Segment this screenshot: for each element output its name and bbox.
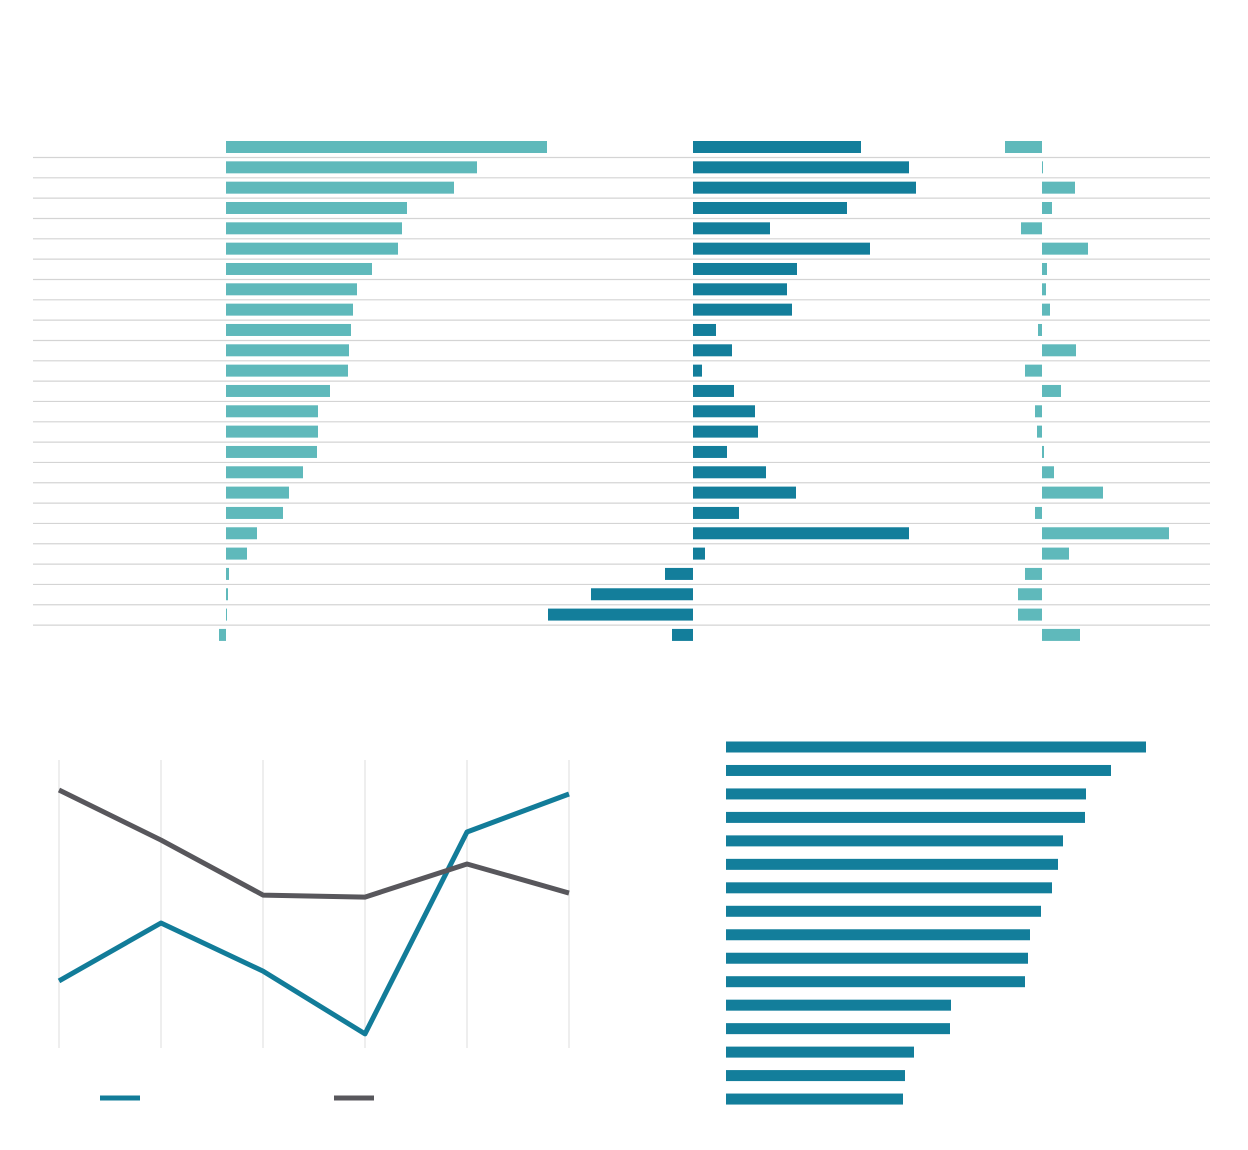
bar [1042,283,1046,296]
bar [1042,262,1047,275]
bar [693,344,732,357]
bar [1042,445,1044,458]
bar [1035,506,1042,519]
bar [226,262,372,275]
bar [726,882,1052,894]
bar [693,506,739,519]
bar [693,161,909,174]
line [57,791,570,1037]
bar [726,905,1041,917]
bar [1005,141,1042,153]
line [57,787,570,900]
bar [226,466,303,479]
bar [1038,323,1042,336]
bar [693,547,705,560]
bar [1042,161,1043,174]
bar [693,466,766,479]
bar [226,364,348,377]
bar [693,445,727,458]
bar [1042,242,1088,255]
bar [1042,384,1061,397]
bar [726,976,1025,988]
bar [693,242,870,255]
bar [693,201,847,214]
bar [226,242,398,255]
bar [226,527,257,540]
bar [726,1046,914,1058]
bar [226,506,283,519]
bar [1042,486,1103,499]
bar [672,628,693,641]
bar [219,628,226,641]
bar [1018,608,1042,621]
bar [1025,364,1042,377]
bar [1042,628,1080,641]
bar [226,344,349,357]
bar [226,608,227,621]
bar [226,547,247,560]
bar [726,952,1028,964]
bar [226,201,407,214]
bar [693,425,758,438]
bar [1035,405,1042,418]
bar [226,425,318,438]
bar [693,141,861,153]
bar [1042,181,1075,194]
bar [226,405,318,418]
bar [693,283,787,296]
bar [226,283,357,296]
bar [226,323,351,336]
bar [693,323,716,336]
bar [1042,547,1069,560]
bar [693,262,797,275]
bar [693,222,770,235]
bar [726,1093,903,1105]
bar [226,567,229,580]
bar [693,181,916,194]
bar [226,222,402,235]
bar [226,303,353,316]
bar [693,405,755,418]
bar [226,161,477,174]
bar [226,486,289,499]
bar [1018,588,1042,601]
bar [726,929,1030,941]
bar [726,858,1058,870]
bar [726,741,1146,753]
bar [726,764,1111,776]
bar [226,384,330,397]
bar [726,835,1063,847]
bar [591,588,693,601]
bar [726,1070,905,1082]
bar [726,788,1086,800]
bar [1042,466,1054,479]
bar [226,445,317,458]
bar [226,588,228,601]
bar [1042,303,1050,316]
bar [1037,425,1042,438]
bar [1042,201,1052,214]
bar [226,141,547,153]
bar [226,181,454,194]
bar [726,811,1085,823]
bar [693,364,702,377]
bar [693,303,792,316]
bar [1021,222,1042,235]
bar [726,999,951,1011]
bar [1025,567,1042,580]
bar [1042,344,1076,357]
bar [693,384,734,397]
bar [693,527,909,540]
bar [548,608,693,621]
bar [693,486,796,499]
bar [665,567,693,580]
bar [1042,527,1169,540]
bar [726,1023,950,1035]
